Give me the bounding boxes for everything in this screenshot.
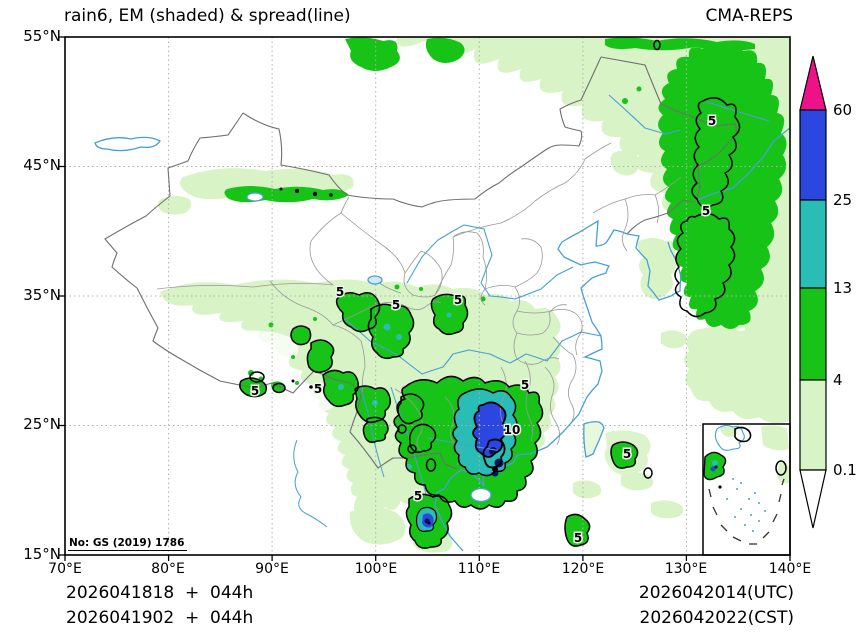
colorbar-tick-13: 13 — [833, 279, 852, 297]
contour-label: 5 — [336, 285, 344, 299]
valid-time-cst: 2026042022(CST) — [639, 608, 794, 628]
ytick-25n: 25°N — [23, 415, 61, 434]
contour-label: 5 — [702, 204, 710, 218]
contour-labels: 5 5 5 5 5 5 5 10 5 5 5 5 — [249, 113, 717, 547]
valid-time-utc: 2026042014(UTC) — [638, 583, 794, 603]
axis-ticks — [58, 36, 791, 561]
map-canvas: 5 5 5 5 5 5 5 10 5 5 5 5 — [58, 36, 791, 561]
contour-label: 10 — [504, 423, 521, 437]
contour-label: 5 — [521, 378, 529, 392]
coastlines-rivers — [94, 94, 791, 552]
contour-label: 5 — [251, 384, 259, 398]
xtick-140e: 140°E — [768, 561, 812, 577]
contour-label: 5 — [392, 298, 400, 312]
ytick-35n: 35°N — [23, 286, 61, 305]
figure-title: rain6, EM (shaded) & spread(line) — [64, 6, 351, 26]
map-area: 55°N 45°N 35°N 25°N 15°N 70°E 80°E 90°E … — [23, 27, 811, 577]
contour-label: 5 — [574, 531, 582, 545]
island-dots — [726, 478, 766, 532]
green-speckles — [248, 86, 642, 385]
contour-speckles — [279, 187, 498, 525]
contour-label: 5 — [314, 382, 322, 396]
spread-contours — [239, 39, 741, 549]
colorbar-seg-4-13 — [799, 287, 827, 381]
xtick-80e: 80°E — [151, 561, 185, 577]
xtick-110e: 110°E — [457, 561, 501, 577]
contour-label: 5 — [623, 447, 631, 461]
colorbar-tick-0.1: 0.1 — [833, 461, 857, 479]
contour-label: 5 — [414, 489, 422, 503]
xtick-120e: 120°E — [561, 561, 605, 577]
colorbar-below-min — [799, 469, 827, 529]
contour-label: 5 — [454, 293, 462, 307]
colorbar-seg-0.1-4 — [799, 379, 827, 471]
colorbar: 60 25 13 4 0.1 — [799, 55, 857, 529]
colorbar-tick-4: 4 — [833, 371, 843, 389]
colorbar-tick-60: 60 — [833, 101, 852, 119]
xtick-100e: 100°E — [354, 561, 398, 577]
national-borders — [104, 56, 737, 470]
contour-label: 5 — [708, 114, 716, 128]
colorbar-above-max — [799, 55, 827, 111]
moderate-precip-shading — [224, 37, 787, 549]
xtick-70e: 70°E — [48, 561, 82, 577]
init-time-utc: 2026041818 + 044h — [66, 583, 254, 603]
south-china-sea-inset — [702, 423, 791, 556]
ytick-55n: 55°N — [23, 27, 61, 46]
init-time-cst: 2026041902 + 044h — [66, 608, 254, 628]
xtick-90e: 90°E — [255, 561, 289, 577]
license-stamp: No: GS (2019) 1786 — [68, 537, 188, 551]
map-frame — [64, 36, 791, 556]
colorbar-seg-13-25 — [799, 199, 827, 289]
colorbar-tick-25: 25 — [833, 191, 852, 209]
xtick-130e: 130°E — [664, 561, 708, 577]
ytick-45n: 45°N — [23, 156, 61, 175]
colorbar-seg-25-60 — [799, 109, 827, 201]
ytick-15n: 15°N — [23, 545, 61, 564]
model-label: CMA-REPS — [705, 6, 793, 26]
